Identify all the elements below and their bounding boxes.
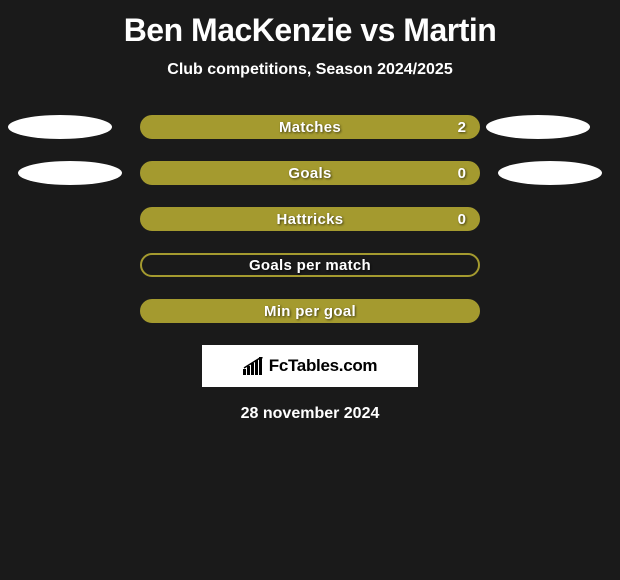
stat-bar-goals-per-match: Goals per match (140, 253, 480, 277)
stat-label: Min per goal (264, 303, 356, 320)
stat-row-matches: Matches 2 (0, 115, 620, 139)
stat-row-goals-per-match: Goals per match (0, 253, 620, 277)
stat-value: 2 (458, 119, 466, 136)
page-title: Ben MacKenzie vs Martin (124, 12, 497, 49)
stat-bar-goals: Goals 0 (140, 161, 480, 185)
page-subtitle: Club competitions, Season 2024/2025 (167, 61, 452, 79)
footer-date: 28 november 2024 (241, 405, 380, 423)
bar-chart-icon (243, 357, 265, 375)
stat-bar-hattricks: Hattricks 0 (140, 207, 480, 231)
stat-bar-min-per-goal: Min per goal (140, 299, 480, 323)
stat-label: Hattricks (277, 211, 344, 228)
root-container: Ben MacKenzie vs Martin Club competition… (0, 0, 620, 423)
stat-row-hattricks: Hattricks 0 (0, 207, 620, 231)
stat-value: 0 (458, 165, 466, 182)
stats-area: Matches 2 Goals 0 Hattricks 0 Goals per … (0, 115, 620, 323)
stat-label: Goals (288, 165, 331, 182)
stat-label: Matches (279, 119, 341, 136)
stat-bar-matches: Matches 2 (140, 115, 480, 139)
stat-label: Goals per match (249, 257, 371, 274)
stat-row-goals: Goals 0 (0, 161, 620, 185)
brand-text: FcTables.com (269, 356, 378, 376)
stat-row-min-per-goal: Min per goal (0, 299, 620, 323)
brand-box: FcTables.com (202, 345, 418, 387)
stat-value: 0 (458, 211, 466, 228)
